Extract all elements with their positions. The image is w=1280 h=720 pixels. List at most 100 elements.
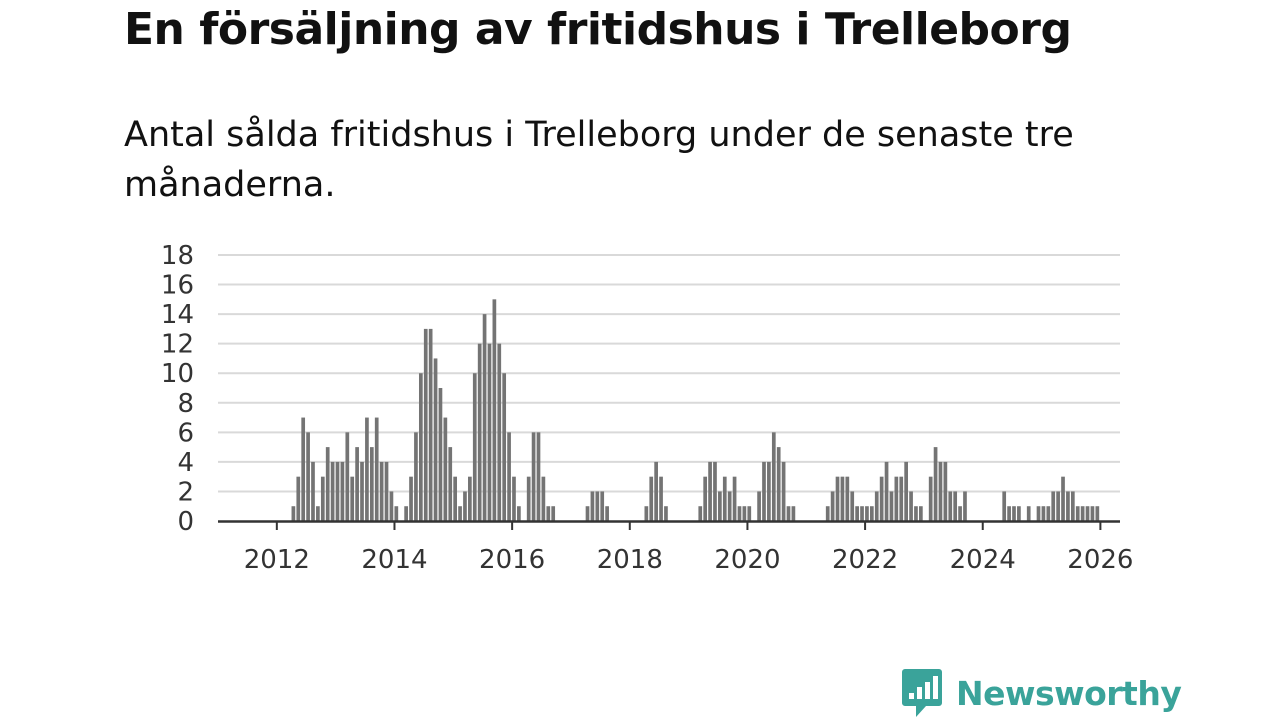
bar [482,314,487,521]
bar [1066,491,1070,521]
bar [379,461,384,521]
bar [953,491,958,521]
bar [497,343,502,521]
bar [330,461,335,521]
bar [899,476,904,521]
bar [433,358,438,521]
bar [600,491,605,521]
x-tick-label: 2018 [597,545,663,575]
bar [698,506,703,521]
bar [879,476,884,521]
bar [948,491,953,521]
highlight-bar-label: 1 [1100,0,1114,6]
bar [933,447,938,521]
x-tick-label: 2020 [714,545,780,575]
bar [737,506,742,521]
bar [404,506,408,521]
bar [472,373,477,521]
bar [438,388,443,521]
page-title: En försäljning av fritidshus i Trellebor… [124,4,1072,55]
bar [781,461,786,521]
bar [1095,506,1100,521]
bar [526,476,531,521]
bar [502,373,507,521]
bar [531,432,536,521]
bar [664,506,668,521]
newsworthy-logo-icon [902,669,942,717]
bars [291,299,1100,521]
bar [850,491,855,521]
bar [507,432,511,521]
bar [384,461,389,521]
y-tick-label: 14 [161,300,194,330]
newsworthy-logo-text: Newsworthy [956,673,1182,713]
bar [301,417,306,521]
y-tick-label: 2 [177,477,194,507]
bar [869,506,874,521]
bar [394,506,399,521]
bar [1012,506,1016,521]
bar [894,476,899,521]
x-axis-ticks: 2012 2014 2016 2018 2020 2022 2024 2026 [244,521,1133,575]
y-tick-label: 10 [161,359,194,389]
bar [365,417,369,521]
bar [306,432,310,521]
bar [512,476,516,521]
bar [762,461,766,521]
bar [1007,506,1011,521]
bar [345,432,350,521]
bar [536,432,541,521]
bar [757,491,761,521]
bar [708,461,712,521]
bar [350,476,355,521]
bar [830,491,835,521]
bar [786,506,791,521]
bar [1046,506,1051,521]
bar [590,491,595,521]
bar [389,491,394,521]
bar [659,476,663,521]
bar [919,506,923,521]
bar [1085,506,1090,521]
bar [958,506,962,521]
bar [727,491,732,521]
x-tick-label: 2026 [1067,545,1133,575]
y-tick-label: 18 [161,241,194,271]
bar [1056,491,1060,521]
bar [296,476,301,521]
bar [414,432,418,521]
y-tick-label: 8 [177,389,194,419]
bar [713,461,717,521]
bar [742,506,747,521]
bar [541,476,546,521]
bar [428,328,433,521]
bar [463,491,467,521]
bar [938,461,943,521]
bar [448,447,453,521]
bar [546,506,551,521]
bar [747,506,752,521]
bar [1017,506,1021,521]
bar [316,506,320,521]
bar [605,506,609,521]
bar [340,461,345,521]
bar [477,343,482,521]
chart-subtitle: Antal sålda fritidshus i Trelleborg unde… [124,115,1074,205]
bar [1036,506,1041,521]
bar [320,476,325,521]
bar [791,506,796,521]
bar [884,461,889,521]
x-tick-label: 2016 [479,545,545,575]
newsworthy-logo: Newsworthy [902,668,1182,718]
bar [325,447,330,521]
bar [1051,491,1056,521]
bar [595,491,600,521]
bar [360,461,364,521]
bar [825,506,830,521]
bar [311,461,315,521]
bar [845,476,850,521]
bar [453,476,457,521]
bar [855,506,859,521]
